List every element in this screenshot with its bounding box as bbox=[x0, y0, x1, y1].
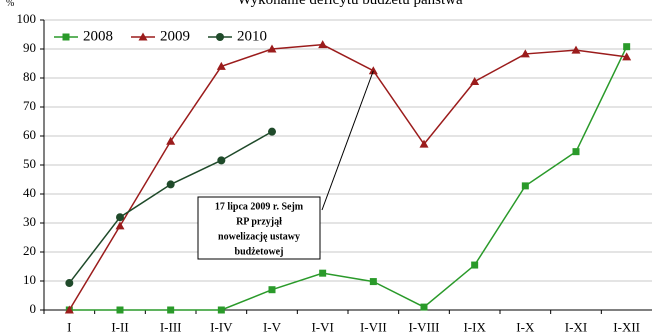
x-tick-label: I-XII bbox=[613, 320, 640, 334]
x-tick-label: I-IV bbox=[210, 320, 233, 334]
data-point bbox=[167, 306, 175, 314]
legend-marker bbox=[62, 33, 70, 41]
y-tick-label: 50 bbox=[23, 156, 36, 171]
y-tick-label: 20 bbox=[23, 243, 36, 258]
data-point bbox=[115, 221, 125, 230]
y-tick-label: 70 bbox=[23, 98, 36, 113]
data-point bbox=[216, 61, 226, 70]
x-tick-label: I-V bbox=[263, 320, 282, 334]
x-tick-label: I-XI bbox=[565, 320, 587, 334]
y-tick-label: 60 bbox=[23, 127, 36, 142]
data-point bbox=[420, 303, 428, 311]
data-point bbox=[520, 49, 530, 58]
data-point bbox=[64, 305, 74, 314]
y-tick-label: 30 bbox=[23, 214, 36, 229]
legend-label: 2008 bbox=[83, 28, 113, 44]
data-point bbox=[471, 261, 479, 269]
annotation-text: budżetowej bbox=[235, 246, 284, 257]
data-point bbox=[623, 43, 631, 51]
x-tick-label: I-X bbox=[516, 320, 535, 334]
data-point bbox=[166, 180, 175, 189]
y-tick-label: 100 bbox=[17, 11, 37, 26]
series-line bbox=[69, 46, 628, 311]
data-point bbox=[217, 156, 226, 165]
data-point bbox=[521, 182, 529, 190]
data-point bbox=[116, 306, 124, 314]
data-point bbox=[318, 40, 328, 49]
y-tick-label: 80 bbox=[23, 69, 36, 84]
y-tick-label: 90 bbox=[23, 40, 36, 55]
data-point bbox=[217, 306, 225, 314]
data-point bbox=[116, 213, 124, 222]
y-tick-label: 0 bbox=[30, 301, 37, 316]
data-point bbox=[622, 52, 632, 61]
legend-marker bbox=[216, 33, 224, 41]
chart-title: Wykonanie deficytu budżetu państwa bbox=[237, 0, 463, 8]
annotation-text: nowelizację ustawy bbox=[218, 231, 300, 242]
x-tick-label: I-VII bbox=[360, 320, 387, 334]
x-tick-label: I-VI bbox=[311, 320, 333, 334]
series-line bbox=[68, 43, 627, 311]
data-point bbox=[65, 279, 74, 288]
data-point bbox=[319, 269, 327, 277]
data-point bbox=[166, 136, 176, 145]
data-point bbox=[268, 127, 276, 136]
x-tick-label: I-III bbox=[160, 320, 182, 334]
legend-label: 2009 bbox=[160, 28, 190, 44]
x-tick-label: I-VIII bbox=[408, 320, 439, 334]
x-tick-label: I-II bbox=[111, 320, 128, 334]
y-axis-label: % bbox=[6, 0, 14, 9]
legend-label: 2010 bbox=[237, 28, 267, 44]
x-tick-label: I bbox=[67, 320, 71, 334]
legend-marker bbox=[138, 32, 148, 41]
annotation-text: RP przyjął bbox=[236, 216, 282, 227]
data-point bbox=[267, 44, 277, 53]
annotation-text: 17 lipca 2009 r. Sejm bbox=[215, 201, 304, 212]
annotation-box bbox=[197, 196, 321, 260]
y-tick-label: 10 bbox=[23, 272, 36, 287]
data-point bbox=[419, 139, 429, 148]
data-point bbox=[571, 45, 581, 54]
data-point bbox=[369, 278, 377, 286]
data-point bbox=[268, 286, 276, 294]
annotation-arrow bbox=[321, 70, 374, 211]
y-tick-label: 40 bbox=[23, 185, 36, 200]
data-point bbox=[368, 66, 378, 75]
data-point bbox=[470, 76, 480, 85]
x-tick-label: I-IX bbox=[463, 320, 486, 334]
data-point bbox=[572, 148, 580, 156]
